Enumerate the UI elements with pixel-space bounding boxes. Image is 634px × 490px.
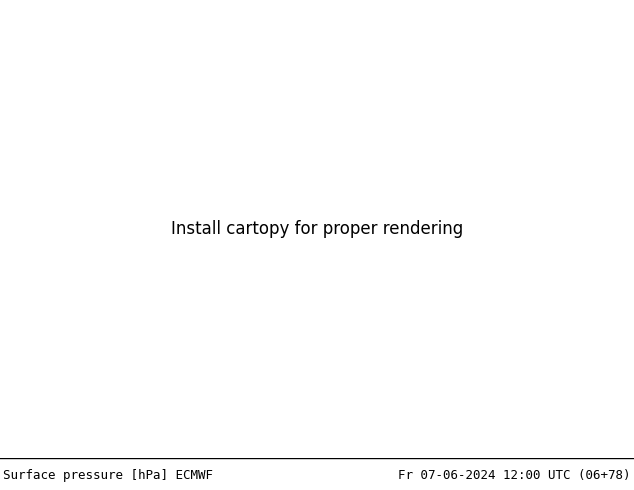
Text: Fr 07-06-2024 12:00 UTC (06+78): Fr 07-06-2024 12:00 UTC (06+78) [398, 469, 631, 482]
Text: Install cartopy for proper rendering: Install cartopy for proper rendering [171, 220, 463, 238]
Text: Surface pressure [hPa] ECMWF: Surface pressure [hPa] ECMWF [3, 469, 213, 482]
